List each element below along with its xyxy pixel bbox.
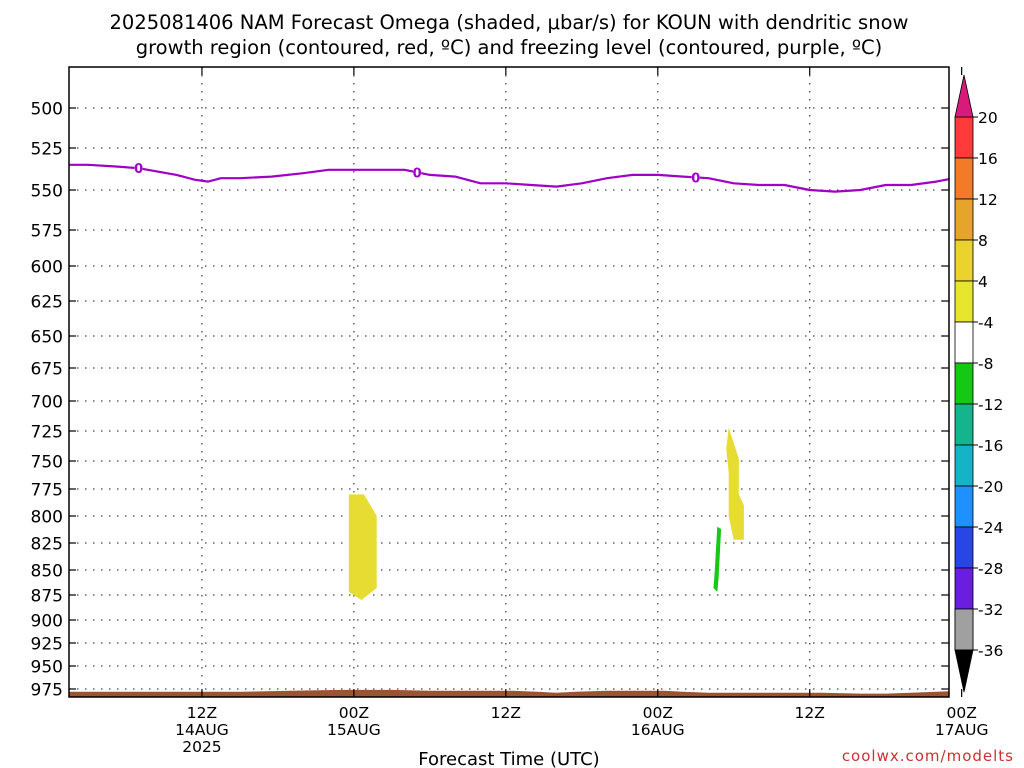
y-tick-label-600: 600 xyxy=(31,258,63,278)
colorbar-segment-9 xyxy=(954,444,974,487)
freezing-level-line xyxy=(69,163,949,193)
x-tick-label-54-1: 12Z xyxy=(795,704,825,722)
colorbar-label-5: 4 xyxy=(978,273,988,291)
chart-title-line-1: 2025081406 NAM Forecast Omega (shaded, μ… xyxy=(110,11,909,34)
colorbar-label-7: -8 xyxy=(978,355,993,373)
y-tick-label-700: 700 xyxy=(31,393,63,413)
y-tick-label-725: 725 xyxy=(31,423,63,443)
colorbar-segment-7 xyxy=(954,362,974,405)
chart-title-line-2: growth region (contoured, red, ºC) and f… xyxy=(136,36,883,59)
freezing-level-label-bg-3 xyxy=(691,170,700,185)
credit-text: coolwx.com/modelts xyxy=(842,747,1014,765)
colorbar-label-11: -24 xyxy=(978,519,1003,537)
y-tick-label-675: 675 xyxy=(31,360,63,380)
y-tick-label-775: 775 xyxy=(31,481,63,501)
y-tick-label-975: 975 xyxy=(31,681,63,701)
x-tick-label-66-1: 00Z xyxy=(946,704,976,722)
y-tick-label-500: 500 xyxy=(31,100,63,120)
colorbar-label-13: -32 xyxy=(978,601,1003,619)
x-axis-title: Forecast Time (UTC) xyxy=(418,749,599,768)
y-tick-label-950: 950 xyxy=(31,658,63,678)
y-tick-label-550: 550 xyxy=(31,182,63,202)
y-tick-label-525: 525 xyxy=(31,140,63,160)
colorbar-label-4: 8 xyxy=(978,232,988,250)
colorbar-segment-11 xyxy=(954,526,974,569)
y-tick-label-900: 900 xyxy=(31,612,63,632)
x-tick-label-66-2: 17AUG xyxy=(935,721,989,739)
colorbar-label-12: -28 xyxy=(978,560,1003,578)
omega-area-2 xyxy=(726,427,744,540)
colorbar-label-1: 20 xyxy=(978,109,998,127)
colorbar-segment-2 xyxy=(954,157,974,200)
colorbar-segment-5 xyxy=(954,280,974,323)
x-tick-label-30-1: 12Z xyxy=(491,704,521,722)
y-tick-label-850: 850 xyxy=(31,562,63,582)
colorbar-bottom-arrow xyxy=(954,649,974,693)
terrain-area xyxy=(69,689,949,697)
y-tick-label-800: 800 xyxy=(31,508,63,528)
x-tick-label-6-2: 14AUG xyxy=(175,721,229,739)
colorbar-top-arrow xyxy=(954,74,974,118)
colorbar-segment-8 xyxy=(954,403,974,446)
colorbar-label-14: -36 xyxy=(978,642,1003,660)
freezing-level-label-2: 0 xyxy=(413,166,422,181)
colorbar-segment-3 xyxy=(954,198,974,241)
freezing-level-label-1: 0 xyxy=(134,162,143,177)
freezing-level-label-bg-2 xyxy=(413,165,422,180)
colorbar-label-6: -4 xyxy=(978,314,993,332)
colorbar-label-3: 12 xyxy=(978,191,998,209)
y-tick-label-825: 825 xyxy=(31,535,63,555)
y-axis: 500 525 550 575 600 625 650 675 700 725 750 775 800 8… xyxy=(31,100,949,701)
y-tick-label-875: 875 xyxy=(31,587,63,607)
colorbar-label-10: -20 xyxy=(978,478,1003,496)
y-tick-label-625: 625 xyxy=(31,293,63,313)
x-tick-label-18-1: 00Z xyxy=(339,704,369,722)
y-tick-label-650: 650 xyxy=(31,328,63,348)
y-tick-label-925: 925 xyxy=(31,635,63,655)
freezing-level-label-bg-1 xyxy=(134,161,143,176)
omega-area-3 xyxy=(713,526,722,592)
x-tick-label-42-2: 16AUG xyxy=(631,721,685,739)
x-tick-label-6-1: 12Z xyxy=(187,704,217,722)
freezing-level-label-3: 0 xyxy=(691,171,700,186)
x-tick-label-42-1: 00Z xyxy=(643,704,673,722)
colorbar-label-2: 16 xyxy=(978,150,998,168)
colorbar-label-8: -12 xyxy=(978,396,1003,414)
colorbar-segment-14 xyxy=(954,608,974,651)
colorbar: 20 16 12 8 4 -4 -8 -12 -16 -20 -24 -28 -32 -36 xyxy=(954,74,1003,693)
colorbar-segment-6 xyxy=(954,321,974,364)
colorbar-label-9: -16 xyxy=(978,437,1003,455)
colorbar-segment-1 xyxy=(954,116,974,159)
x-tick-label-6-3: 2025 xyxy=(182,738,221,756)
y-tick-label-575: 575 xyxy=(31,222,63,242)
omega-area-1 xyxy=(348,494,377,600)
y-tick-label-750: 750 xyxy=(31,453,63,473)
colorbar-segment-10 xyxy=(954,485,974,528)
x-tick-label-18-2: 15AUG xyxy=(327,721,381,739)
colorbar-segment-4 xyxy=(954,239,974,282)
plot-frame xyxy=(68,66,950,698)
colorbar-segment-12 xyxy=(954,567,974,610)
